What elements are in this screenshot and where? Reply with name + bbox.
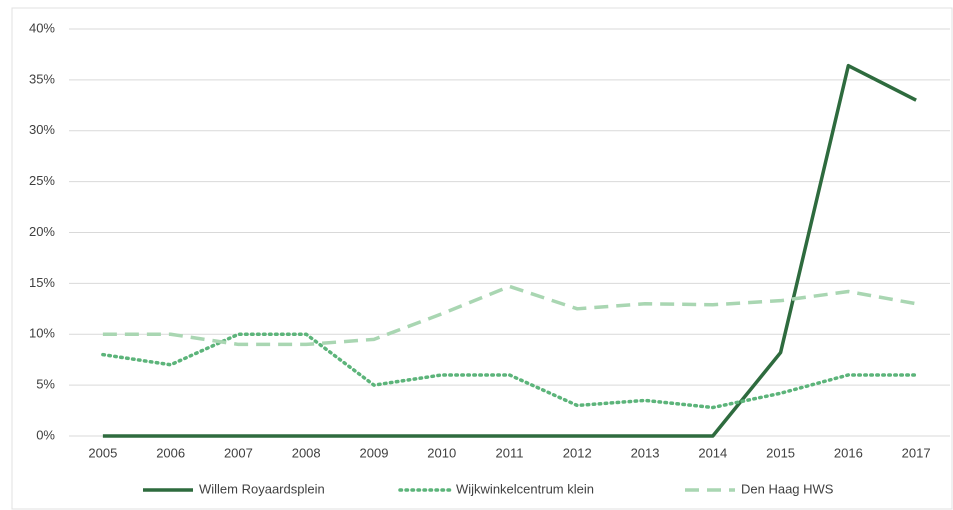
x-tick-label: 2014 [698, 445, 727, 460]
x-tick-label: 2006 [156, 445, 185, 460]
x-tick-label: 2012 [563, 445, 592, 460]
x-tick-label: 2011 [496, 445, 524, 460]
legend-label: Den Haag HWS [741, 481, 834, 496]
y-tick-label: 15% [29, 275, 55, 290]
y-tick-label: 35% [29, 71, 55, 86]
x-tick-label: 2016 [834, 445, 863, 460]
x-tick-label: 2009 [360, 445, 389, 460]
x-tick-label: 2007 [224, 445, 253, 460]
chart-frame [11, 7, 953, 510]
legend-label: Wijkwinkelcentrum klein [456, 481, 594, 496]
series-line [102, 63, 917, 438]
y-tick-label: 10% [29, 326, 55, 341]
y-tick-label: 0% [36, 427, 55, 442]
series-line [102, 284, 917, 347]
y-tick-label: 5% [36, 377, 55, 392]
y-tick-label: 25% [29, 173, 55, 188]
x-tick-label: 2013 [631, 445, 660, 460]
x-tick-label: 2008 [292, 445, 321, 460]
x-tick-label: 2017 [902, 445, 931, 460]
y-tick-label: 30% [29, 122, 55, 137]
y-tick-label: 40% [29, 20, 55, 35]
x-tick-label: 2010 [427, 445, 456, 460]
legend-label: Willem Royaardsplein [199, 481, 325, 496]
series-line [101, 332, 918, 410]
x-tick-label: 2015 [766, 445, 795, 460]
y-tick-label: 20% [29, 224, 55, 239]
x-tick-label: 2005 [88, 445, 117, 460]
